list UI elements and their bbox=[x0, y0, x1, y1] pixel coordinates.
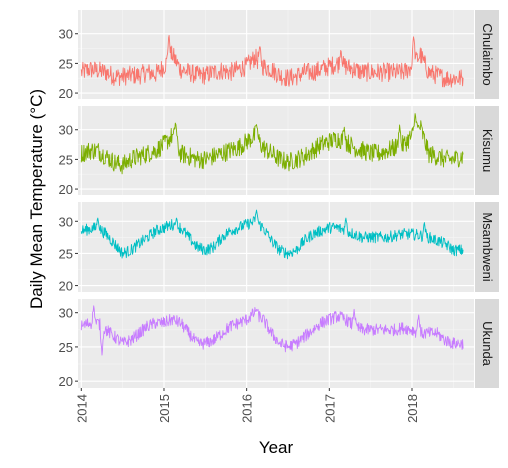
panel-background bbox=[78, 10, 474, 99]
series-line-chulaimbo bbox=[80, 34, 464, 88]
series-line-msambweni bbox=[80, 209, 464, 260]
panel-chulaimbo: 20 25 30 Chulaimbo bbox=[59, 10, 499, 101]
x-axis-title: Year bbox=[259, 438, 294, 457]
x-tick-label: 2018 bbox=[405, 394, 420, 423]
facet-label: Ukunda bbox=[480, 321, 495, 367]
x-tick-label: 2015 bbox=[157, 394, 172, 423]
x-tick-label: 2014 bbox=[74, 394, 89, 423]
series-line-ukunda bbox=[80, 305, 464, 356]
y-tick-label: 20 bbox=[59, 279, 73, 294]
x-tick-label: 2016 bbox=[240, 394, 255, 423]
facet-strip bbox=[475, 202, 499, 292]
y-tick-label: 20 bbox=[59, 182, 73, 197]
y-tick-label: 30 bbox=[59, 214, 73, 229]
y-tick-label: 25 bbox=[59, 340, 73, 355]
y-tick-label: 25 bbox=[59, 246, 73, 261]
facet-label: Chulaimbo bbox=[480, 23, 495, 85]
facet-strip bbox=[475, 299, 499, 388]
y-tick-label: 20 bbox=[59, 86, 73, 101]
y-tick-label: 25 bbox=[59, 56, 73, 71]
y-axis-title: Daily Mean Temperature (°C) bbox=[27, 89, 46, 309]
panel-msambweni: 20 25 30 Msambweni bbox=[59, 202, 499, 294]
y-tick-label: 30 bbox=[59, 123, 73, 138]
facet-strip bbox=[475, 106, 499, 195]
panel-ukunda: 20 25 30 Ukunda bbox=[59, 299, 499, 389]
facet-label: Msambweni bbox=[480, 212, 495, 281]
y-tick-label: 25 bbox=[59, 152, 73, 167]
y-tick-label: 20 bbox=[59, 374, 73, 389]
series-line-kisumu bbox=[80, 113, 464, 175]
y-tick-label: 30 bbox=[59, 27, 73, 42]
facet-label: Kisumu bbox=[480, 129, 495, 172]
y-tick-label: 30 bbox=[59, 306, 73, 321]
panel-background bbox=[78, 106, 474, 195]
panel-kisumu: 20 25 30 Kisumu bbox=[59, 106, 499, 197]
facet-strip bbox=[475, 10, 499, 99]
x-tick-label: 2017 bbox=[322, 394, 337, 423]
